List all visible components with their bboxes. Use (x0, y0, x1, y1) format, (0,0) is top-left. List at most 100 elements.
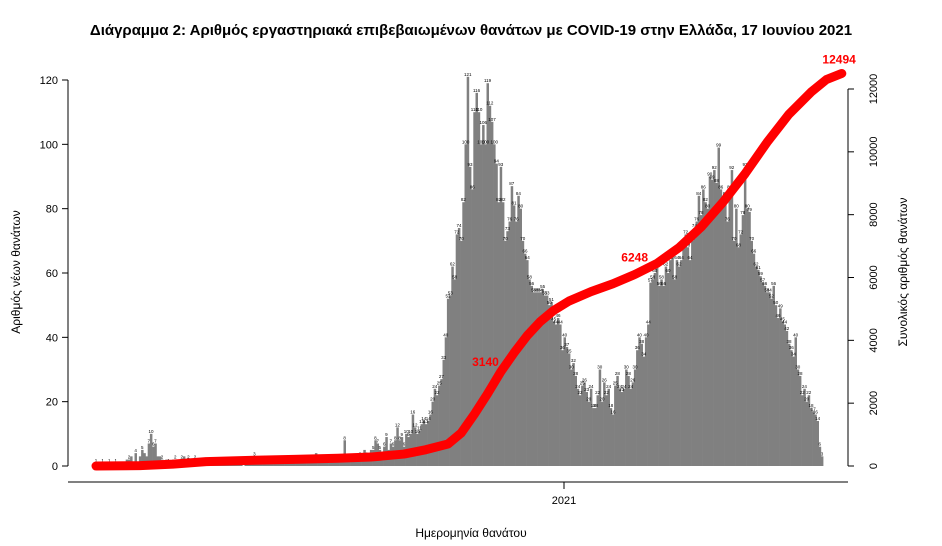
cumulative-line-group (91, 68, 847, 471)
bar-value-label: 80 (705, 204, 711, 209)
bar (442, 359, 445, 466)
bar-value-label: 18 (591, 403, 597, 408)
bar (620, 392, 624, 466)
y-left-tick-label: 20 (46, 397, 58, 409)
bar (699, 215, 703, 466)
bar (455, 234, 459, 466)
bar (512, 205, 516, 466)
y-right-tick-label: 6000 (868, 265, 880, 289)
bar-value-label: 58 (672, 274, 678, 279)
bar (607, 388, 610, 466)
bar-value-label: 24 (628, 384, 634, 389)
bar-value-label: 68 (736, 242, 742, 247)
bar-value-label: 9 (407, 432, 410, 437)
bar (814, 414, 817, 466)
bar-value-label: 84 (516, 191, 522, 196)
bar (482, 125, 485, 466)
bar-value-label: 53 (544, 291, 550, 296)
bar-value-label: 54 (536, 287, 542, 292)
bar-value-label: 62 (753, 262, 759, 267)
bar-value-label: 70 (749, 236, 755, 241)
bar-value-label: 76 (514, 217, 520, 222)
bar-value-label: 7 (154, 438, 157, 443)
bar-value-label: 22 (800, 390, 806, 395)
bar-value-label: 20 (586, 397, 592, 402)
bar-value-label: 80 (518, 204, 524, 209)
bar-value-label: 72 (738, 229, 744, 234)
bar-value-label: 1 (115, 458, 118, 463)
bar (750, 240, 753, 466)
bar (444, 337, 448, 466)
bar (297, 462, 300, 466)
bar (596, 395, 599, 466)
bar-value-label: 72 (683, 229, 689, 234)
bar-value-label: 20 (599, 397, 605, 402)
bar-value-label: 16 (813, 410, 819, 415)
bar (574, 375, 577, 466)
bar-value-label: 44 (553, 319, 559, 324)
bar-value-label: 36 (560, 345, 566, 350)
bar (655, 266, 659, 466)
bar-value-label: 57 (760, 278, 766, 283)
bar-value-label: 1 (95, 458, 98, 463)
bar (662, 285, 665, 466)
bar-value-label: 116 (473, 88, 481, 93)
bar-value-label: 16 (410, 410, 416, 415)
bar-value-label: 40 (562, 332, 568, 337)
bar (664, 266, 668, 466)
bar (638, 337, 641, 466)
bar (658, 285, 661, 466)
bar (457, 227, 461, 466)
bar (761, 282, 764, 466)
bar (462, 202, 465, 467)
bar-value-label: 24 (432, 384, 438, 389)
bar-value-label: 36 (789, 345, 795, 350)
bar-value-label: 52 (769, 294, 775, 299)
bar (653, 273, 657, 466)
bar (688, 260, 692, 466)
bar-value-label: 6 (819, 442, 822, 447)
cumulative-label: 3140 (472, 355, 499, 369)
bar (684, 234, 687, 466)
bar-value-label: 40 (443, 332, 449, 337)
bar (627, 375, 630, 466)
bar-value-label: 56 (771, 281, 777, 286)
x-tick-label: 2021 (552, 495, 576, 507)
bar-value-label: 100 (490, 139, 498, 144)
bar-value-label: 3 (253, 451, 256, 456)
bar-value-label: 24 (802, 384, 808, 389)
bar-value-label: 2 (128, 455, 131, 460)
bar (517, 195, 520, 467)
bar (526, 260, 529, 466)
bar-value-label: 38 (639, 339, 645, 344)
bar (325, 462, 329, 466)
bar (673, 279, 676, 466)
bar (600, 401, 604, 466)
bar (794, 337, 797, 466)
bar-value-label: 24 (617, 384, 623, 389)
bar (270, 462, 274, 466)
bar-value-label: 23 (619, 387, 625, 392)
bar-value-label: 106 (479, 120, 487, 125)
bar-value-label: 40 (643, 332, 649, 337)
bar-value-label: 46 (555, 313, 561, 318)
bar-value-label: 25 (580, 381, 586, 386)
bar (493, 144, 496, 466)
bar (449, 295, 452, 466)
bar (548, 305, 551, 466)
bar (479, 144, 483, 466)
bar (466, 76, 470, 466)
bar (691, 240, 694, 466)
bar-value-label: 86 (470, 184, 476, 189)
bar (396, 427, 399, 466)
bar-value-label: 10 (415, 429, 421, 434)
bar-value-label: 82 (496, 197, 502, 202)
bar-value-label: 53 (448, 291, 454, 296)
bar-value-label: 22 (595, 390, 601, 395)
bar (134, 453, 137, 466)
bar (631, 382, 635, 466)
bar (499, 166, 503, 466)
bar-value-label: 22 (604, 390, 610, 395)
bar-value-label: 22 (434, 390, 440, 395)
